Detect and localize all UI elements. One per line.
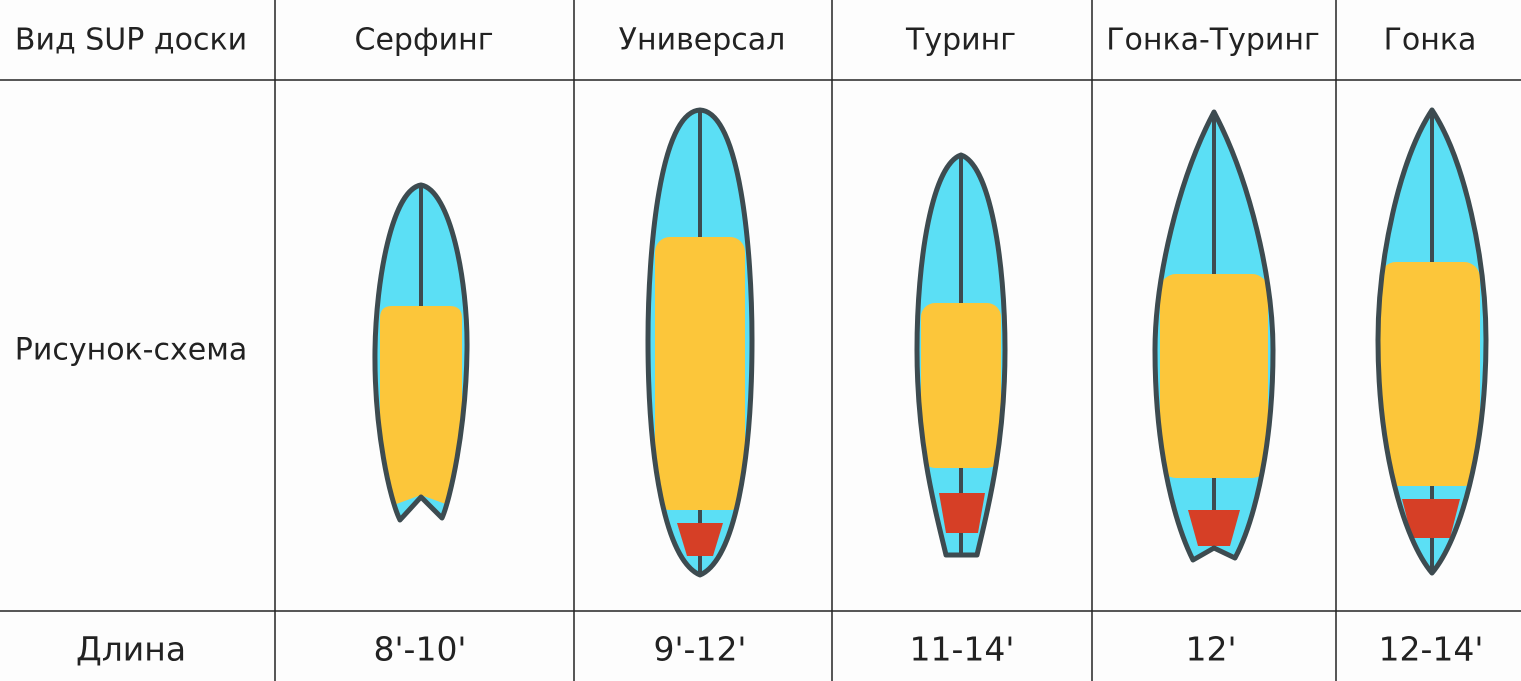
header-cell: Универсал [619, 23, 786, 58]
length-cell: 11-14' [910, 630, 1015, 669]
length-cell: 9'-12' [653, 630, 746, 669]
row-label: Длина [76, 630, 186, 669]
board-race-touring [1155, 112, 1273, 560]
board-race [1378, 110, 1486, 573]
header-row: Вид SUP доски Серфинг Универсал Туринг Г… [15, 23, 1476, 58]
length-cell: 12-14' [1379, 630, 1484, 669]
header-cell: Туринг [905, 23, 1016, 58]
board-touring [917, 155, 1005, 555]
board-surf [375, 185, 467, 520]
row-label: Рисунок-схема [15, 333, 247, 368]
header-cell: Гонка [1384, 23, 1477, 58]
header-cell: Серфинг [355, 23, 494, 58]
header-cell: Вид SUP доски [15, 23, 247, 58]
length-row: Длина 8'-10' 9'-12' 11-14' 12' 12-14' [76, 630, 1484, 669]
board-allround [648, 110, 752, 575]
length-cell: 8'-10' [373, 630, 466, 669]
length-cell: 12' [1185, 630, 1236, 669]
header-cell: Гонка-Туринг [1106, 23, 1320, 58]
